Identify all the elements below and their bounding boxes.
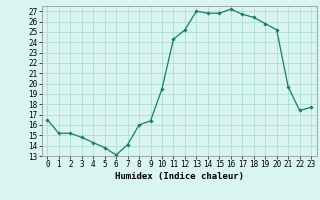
X-axis label: Humidex (Indice chaleur): Humidex (Indice chaleur) xyxy=(115,172,244,181)
